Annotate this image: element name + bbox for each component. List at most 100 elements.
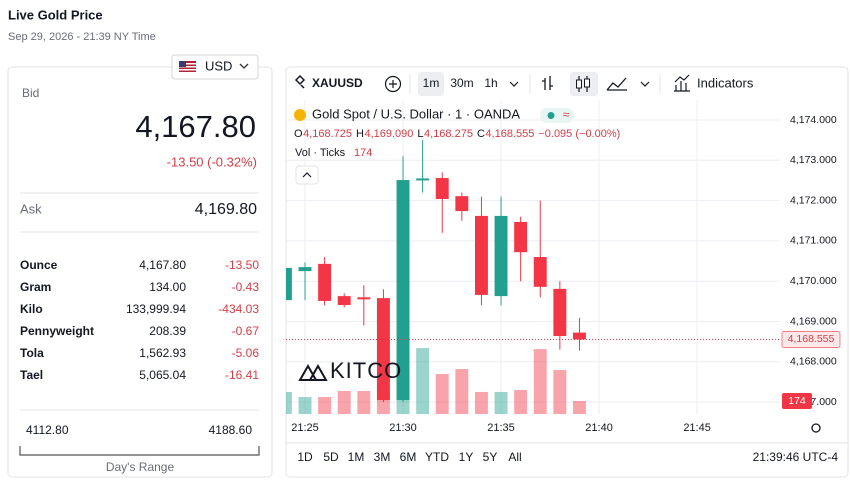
- legend-volume: 174: [354, 147, 372, 159]
- legend-key: H: [356, 128, 364, 140]
- toolbar: XAUUSD Indicators 1m 30m 1h: [294, 72, 754, 96]
- bid-label: Bid: [22, 86, 39, 100]
- candle-body: [435, 178, 449, 199]
- candle-icon[interactable]: [576, 79, 582, 89]
- volume-bar: [514, 390, 528, 414]
- volume-bar: [474, 391, 488, 414]
- unit-change: -0.67: [232, 324, 260, 338]
- page-title: Live Gold Price: [8, 7, 103, 22]
- timestamp: Sep 29, 2026 - 21:39 NY Time: [8, 31, 156, 43]
- legend-value: 4,168.555: [485, 128, 534, 140]
- series: [286, 140, 586, 414]
- chevron-up: [302, 172, 312, 178]
- y-tick-label: 4,172.000: [790, 194, 837, 206]
- range-button[interactable]: 5Y: [483, 450, 498, 464]
- plus: [389, 80, 397, 88]
- volume-bar: [533, 349, 547, 414]
- price-table: Ounce 4,167.80 -13.50 Gram 134.00 -0.43 Kilo 13…: [20, 258, 259, 382]
- legend-key: L: [417, 128, 423, 140]
- area-icon[interactable]: [606, 77, 627, 91]
- volume-bar: [318, 397, 332, 414]
- indicators[interactable]: Indicators: [697, 75, 754, 90]
- range-button[interactable]: 5D: [323, 450, 339, 464]
- range-buttons: 1D 5D 1M 3M 6M YTD 1Y 5Y All: [297, 450, 521, 464]
- candle-body: [474, 215, 488, 295]
- chevron[interactable]: [509, 81, 519, 87]
- candle-body: [298, 267, 312, 272]
- currency-select[interactable]: USD: [171, 54, 259, 80]
- y-tick-label: 4,168.000: [790, 356, 837, 368]
- range-high: 4188.60: [209, 423, 253, 437]
- range-button[interactable]: 3M: [374, 450, 391, 464]
- x-tick-label: 21:45: [683, 422, 711, 434]
- compare-button[interactable]: [384, 75, 402, 93]
- status-pill: [540, 108, 574, 123]
- interval[interactable]: 1m: [423, 76, 440, 90]
- range-bar: [19, 446, 260, 456]
- flag-stripe: [179, 66, 196, 68]
- watermark-logo: [298, 363, 328, 381]
- y-tick-label: 4,171.000: [790, 235, 837, 247]
- price-panel: [7, 66, 273, 478]
- unit-price: 134.00: [149, 280, 186, 294]
- range-low: 4112.80: [26, 423, 69, 437]
- range-button[interactable]: 1M: [348, 450, 365, 464]
- unit-change: -13.50: [225, 258, 259, 272]
- y-tick-label: 4,174.000: [790, 114, 837, 126]
- candle-body: [396, 180, 410, 401]
- candle-body: [376, 298, 390, 401]
- range-button[interactable]: 1D: [297, 450, 313, 464]
- volume-bar: [435, 374, 449, 414]
- metal-unit: Pennyweight: [20, 324, 94, 338]
- flag-stripe: [179, 69, 196, 71]
- volume-bar: [494, 391, 508, 414]
- legend-key: O: [294, 128, 303, 140]
- search-icon: [294, 74, 306, 89]
- interval-active: [418, 72, 444, 96]
- unit-price: 5,065.04: [139, 368, 186, 382]
- range-button[interactable]: YTD: [425, 450, 449, 464]
- interval[interactable]: 30m: [450, 76, 473, 90]
- interval[interactable]: 1h: [484, 76, 497, 90]
- range-button[interactable]: 1Y: [459, 450, 474, 464]
- volume-title: Vol · Ticks: [295, 147, 346, 159]
- volume-bar: [553, 370, 567, 414]
- metal-unit: Ounce: [20, 258, 58, 272]
- indicators-icon[interactable]: [674, 74, 690, 92]
- chevron[interactable]: [640, 81, 650, 87]
- candle-body: [416, 178, 430, 181]
- unit-price: 133,999.94: [126, 302, 186, 316]
- watermark: KITCO: [330, 358, 402, 383]
- symbol[interactable]: XAUUSD: [312, 76, 363, 90]
- metal-unit: Gram: [20, 280, 51, 294]
- chevron: [239, 63, 249, 69]
- volume-bar: [572, 401, 586, 414]
- range-label: Day's Range: [106, 460, 175, 474]
- x-tick-label: 21:25: [291, 422, 319, 434]
- volume-bar: [416, 348, 430, 414]
- range-button[interactable]: All: [508, 450, 521, 464]
- candle-icon: [584, 78, 590, 88]
- x-tick-label: 21:40: [585, 422, 613, 434]
- legend-value: 4,168.275: [424, 128, 473, 140]
- bars-icon[interactable]: [542, 76, 553, 90]
- delay-icon: ≈: [563, 108, 570, 122]
- last-price-label: 4,168.555: [788, 333, 835, 345]
- volume-bar: [455, 369, 469, 414]
- flag-canton: [179, 61, 186, 67]
- range-button[interactable]: 6M: [400, 450, 417, 464]
- unit-change: -5.06: [232, 346, 260, 360]
- collapse-button[interactable]: [295, 165, 319, 185]
- y-tick-label: 4,169.000: [790, 315, 837, 327]
- volume-bar: [286, 391, 292, 414]
- candle-body: [455, 196, 469, 212]
- x-tick-label: 21:35: [487, 422, 515, 434]
- unit-change: -0.43: [232, 280, 260, 294]
- settings-icon[interactable]: [811, 423, 821, 433]
- candle-body: [318, 263, 332, 301]
- ask-label: Ask: [20, 201, 42, 216]
- flag-stripe: [179, 63, 196, 65]
- currency[interactable]: USD: [205, 58, 232, 73]
- volume-tag: [782, 393, 812, 409]
